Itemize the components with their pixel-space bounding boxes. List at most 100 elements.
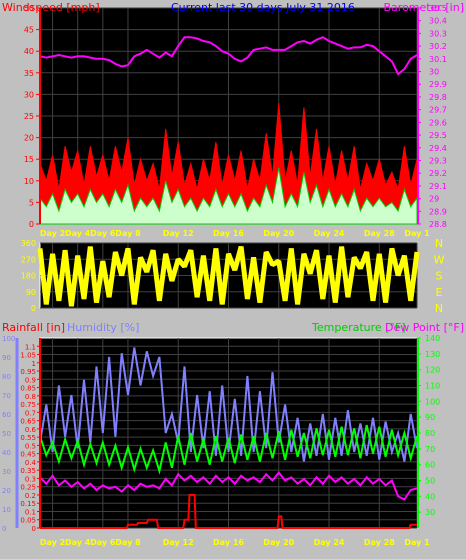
rain-tick-label: 0.15	[20, 500, 36, 508]
humidity-tick-label: 10	[2, 506, 11, 514]
rain-tick-label: 0.65	[20, 418, 36, 426]
chart-title: Current last 30 days July 31 2016	[171, 1, 355, 14]
day-label-bottom: Day 6	[90, 538, 116, 547]
rain-tick-label: 0.9	[25, 376, 36, 384]
wind-tick-label: 35	[24, 69, 34, 78]
temperature-line	[39, 424, 418, 475]
bottom-series	[39, 347, 418, 529]
compass-label: S	[436, 270, 443, 283]
wind-tick-label: 45	[24, 26, 34, 35]
humidity-tick-label: 80	[2, 373, 11, 381]
temp-tick-label: 130	[425, 350, 440, 359]
temp-tick-label: 90	[425, 413, 435, 422]
rain-tick-label: 0.4	[25, 459, 37, 467]
barometer-axis-title: Barometer [in]	[384, 1, 465, 14]
direction-tick-label: 360	[21, 239, 36, 248]
rain-tick-label: 1	[32, 360, 36, 368]
temp-tick-label: 30	[425, 508, 435, 517]
compass-label: W	[434, 253, 445, 266]
temp-tick-label: 70	[425, 445, 435, 454]
wind-tick-label: 30	[24, 90, 34, 99]
rain-tick-label: 0.35	[20, 467, 36, 475]
rain-tick-label: 0.25	[20, 484, 36, 492]
barometer-tick-label: 30.5	[429, 4, 447, 13]
rain-tick-label: 0.7	[25, 409, 36, 417]
rain-tick-label: 0.05	[20, 517, 36, 525]
barometer-tick-label: 29.1	[429, 182, 447, 191]
day-label-bottom: Day 1	[404, 538, 430, 547]
temp-tick-label: 140	[425, 334, 440, 343]
humidity-tick-label: 90	[2, 354, 11, 362]
rain-tick-label: 0.3	[25, 475, 36, 483]
temp-tick-label: 80	[425, 429, 435, 438]
temp-tick-label: 60	[425, 461, 435, 470]
compass-label: E	[436, 286, 443, 299]
wind-direction-trace	[37, 245, 420, 307]
barometer-tick-label: 29.3	[429, 156, 447, 165]
direction-tick-label: 270	[21, 255, 36, 264]
rain-tick-label: 0.95	[20, 368, 36, 376]
day-label-top: Day 28	[364, 229, 395, 238]
wind-gust-area	[39, 102, 418, 225]
barometer-tick-label: 29.6	[429, 118, 447, 127]
humidity-tick-label: 100	[2, 335, 15, 343]
rain-tick-label: 1.1	[25, 343, 36, 351]
day-label-top: Day 4	[65, 229, 91, 238]
day-label-bottom: Day 28	[364, 538, 395, 547]
day-label-bottom: Day 8	[115, 538, 141, 547]
humidity-line	[39, 347, 418, 462]
barometer-tick-label: 30.4	[429, 17, 447, 26]
compass-label: N	[435, 237, 443, 250]
wind-series	[39, 36, 418, 225]
direction-tick-label: 180	[21, 272, 36, 281]
barometer-tick-label: 28.9	[429, 207, 447, 216]
temp-tick-label: 100	[425, 397, 440, 406]
barometer-tick-label: 30	[429, 68, 439, 77]
day-label-bottom: Day 12	[163, 538, 194, 547]
barometer-tick-label: 29	[429, 195, 439, 204]
wind-tick-label: 5	[29, 198, 34, 207]
humidity-axis-title: Humidity [%]	[67, 321, 139, 334]
humidity-tick-label: 60	[2, 411, 11, 419]
direction-tick-label: 90	[26, 288, 36, 297]
barometer-tick-label: 29.8	[429, 93, 447, 102]
humidity-tick-label: 40	[2, 449, 11, 457]
day-label-top: Day 8	[115, 229, 141, 238]
humidity-tick-label: 20	[2, 487, 11, 495]
direction-tick-label: 0	[31, 304, 36, 313]
windspeed-axis-title: Windspeed [mph]	[2, 1, 100, 14]
day-label-top: Day 1	[404, 229, 430, 238]
dew-point-axis-title: Dew Point [°F]	[385, 321, 464, 334]
humidity-tick-label: 0	[2, 525, 6, 533]
day-label-bottom: Day 16	[213, 538, 244, 547]
humidity-tick-label: 30	[2, 468, 11, 476]
day-label-bottom: Day 4	[65, 538, 91, 547]
axis-ticks: 0510152025303540455028.828.92929.129.229…	[2, 4, 447, 533]
day-label-top: Day 24	[314, 229, 345, 238]
wind-average-area	[39, 167, 418, 225]
temp-tick-label: 50	[425, 477, 435, 486]
rain-tick-label: 1.05	[20, 352, 36, 360]
barometer-tick-label: 30.1	[429, 55, 447, 64]
wind-tick-label: 15	[24, 155, 34, 164]
barometer-tick-label: 29.5	[429, 131, 447, 140]
barometer-tick-label: 28.8	[429, 220, 447, 229]
day-label-top: Day 6	[90, 229, 116, 238]
temp-tick-label: 110	[425, 382, 440, 391]
day-label-bottom: Day 20	[263, 538, 294, 547]
direction-series	[37, 245, 420, 307]
temp-tick-label: 120	[425, 366, 440, 375]
humidity-tick-label: 50	[2, 430, 11, 438]
rainfall-line	[40, 494, 417, 529]
wind-tick-label: 20	[24, 134, 34, 143]
compass-label: N	[435, 302, 443, 315]
humidity-tick-label: 70	[2, 392, 11, 400]
wind-tick-label: 0	[29, 220, 34, 229]
rain-tick-label: 0.1	[25, 508, 36, 516]
day-label-top: Day 16	[213, 229, 244, 238]
wind-tick-label: 10	[24, 177, 34, 186]
wind-tick-label: 25	[24, 112, 34, 121]
